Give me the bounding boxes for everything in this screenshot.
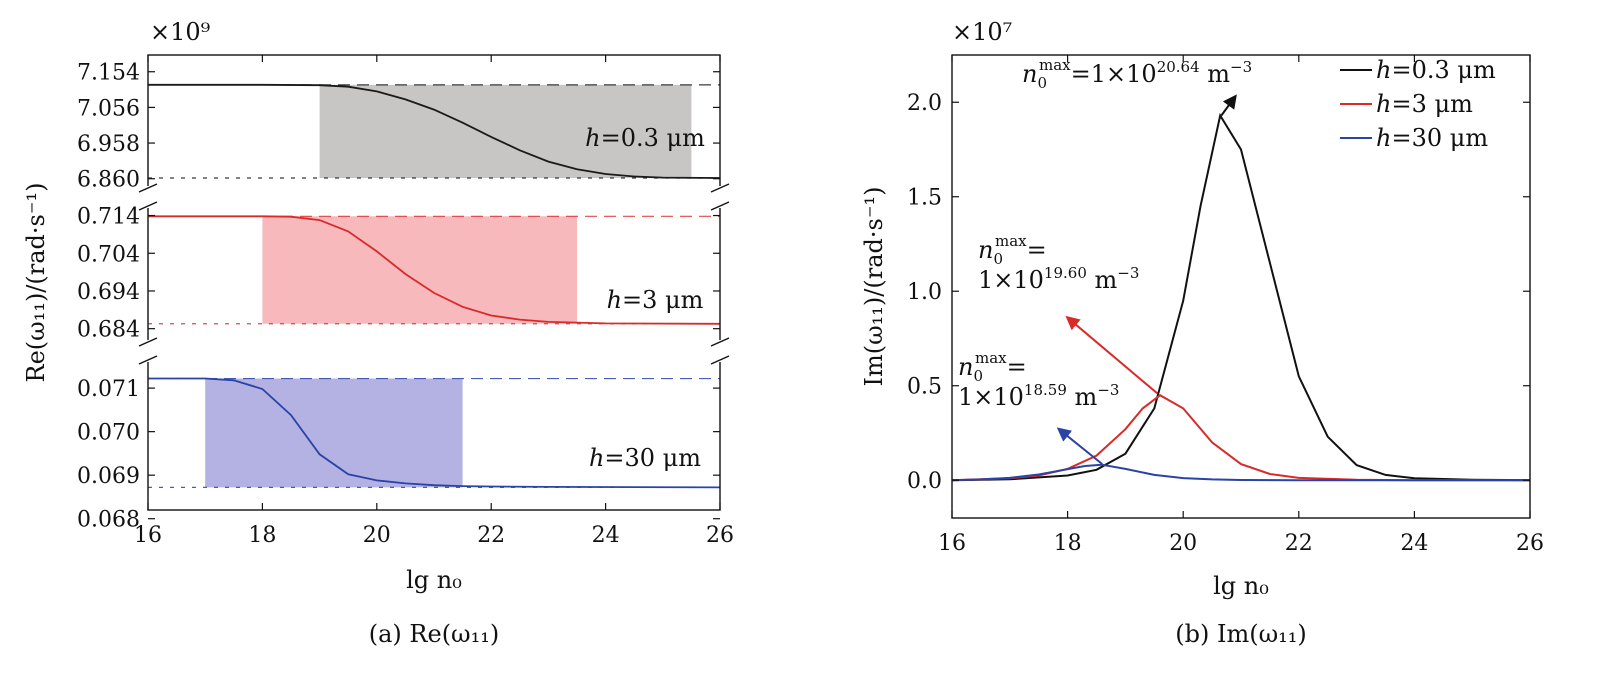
- series-line: [951, 463, 1530, 482]
- y-tick-label: 1.0: [907, 280, 942, 305]
- panel-label: h=30 μm: [589, 444, 701, 472]
- y-tick-label: 1.5: [907, 186, 942, 211]
- annotation-text: n0max=: [958, 349, 1027, 385]
- series-line: [148, 377, 721, 489]
- chart-b-caption: (b) Im(ω₁₁): [1175, 620, 1307, 648]
- series-line: [951, 394, 1530, 482]
- x-tick-label: 24: [1400, 531, 1428, 556]
- annotation-text-line2: 1×1019.60 m−3: [978, 264, 1139, 294]
- y-tick-label: 0.684: [77, 318, 140, 343]
- x-tick-label: 20: [363, 523, 391, 548]
- y-tick-label: 0.714: [77, 205, 140, 230]
- x-tick-label: 26: [706, 523, 734, 548]
- chart-b-multiplier: ×10⁷: [952, 18, 1012, 46]
- annotation-text-line2: 1×1018.59 m−3: [958, 381, 1119, 411]
- x-tick-label: 18: [1054, 531, 1082, 556]
- y-tick-label: 6.958: [77, 132, 140, 157]
- panel-label: h=3 μm: [607, 286, 704, 314]
- break-slash: [710, 183, 730, 193]
- series-line: [148, 83, 721, 179]
- y-tick-label: 0.071: [77, 377, 140, 402]
- y-tick-label: 6.860: [77, 168, 140, 193]
- y-tick-label: 7.056: [77, 96, 140, 121]
- series-line: [951, 112, 1531, 482]
- break-slash: [710, 201, 730, 211]
- panel-label: h=0.3 μm: [585, 124, 705, 152]
- break-slash: [138, 355, 158, 365]
- chart-b-legend: h=0.3 μm h=3 μm h=30 μm: [1340, 56, 1496, 152]
- shaded-range: [319, 84, 692, 178]
- x-tick-label: 22: [1285, 531, 1313, 556]
- chart-b-frame: [951, 54, 1531, 519]
- chart-b-y-axis-label: Im(ω₁₁)/(rad·s⁻¹): [860, 187, 888, 387]
- annotation-text: n0max=1×1020.64 m−3: [1022, 56, 1252, 92]
- shaded-range: [262, 216, 577, 324]
- y-tick-label: 0.069: [77, 464, 140, 489]
- break-gap: [717, 186, 723, 208]
- chart-a-y-axis-label: Re(ω₁₁)/(rad·s⁻¹): [22, 182, 50, 382]
- chart-b-x-axis-label: lg n₀: [1213, 572, 1269, 600]
- break-slash: [138, 201, 158, 211]
- x-tick-label: 16: [938, 531, 966, 556]
- x-tick-label: 20: [1169, 531, 1197, 556]
- chart-a-x-axis-label: lg n₀: [406, 566, 462, 594]
- y-tick-label: 0.070: [77, 421, 140, 446]
- x-tick-label: 26: [1516, 531, 1544, 556]
- annotation-text: n0max=: [978, 232, 1047, 268]
- y-tick-label: 0.5: [907, 375, 942, 400]
- chart-a-panel-1: 7.154 7.056 6.958 6.860 h=0.3 μm: [77, 61, 721, 193]
- chart-a-caption: (a) Re(ω₁₁): [369, 620, 499, 648]
- y-tick-label: 0.704: [77, 242, 140, 267]
- x-tick-label: 24: [592, 523, 620, 548]
- axis-break-marks: [138, 183, 730, 365]
- break-gap: [145, 186, 151, 208]
- chart-a-multiplier: ×10⁹: [150, 18, 211, 46]
- break-slash: [710, 337, 730, 347]
- break-slash: [138, 337, 158, 347]
- chart-b: 16 18 20 22 24 26 0.0 0.5 1.0 1.5 2.0 n0max=1×102…: [860, 18, 1544, 648]
- break-gap: [145, 340, 151, 362]
- chart-a-frame: [147, 54, 721, 511]
- legend-label: h=0.3 μm: [1376, 56, 1496, 84]
- annotation-arrow: [1056, 427, 1103, 465]
- break-slash: [710, 355, 730, 365]
- annotation-arrow: [1065, 315, 1158, 395]
- x-tick-label: 22: [477, 523, 505, 548]
- x-tick-label: 16: [134, 523, 162, 548]
- legend-label: h=3 μm: [1376, 90, 1473, 118]
- chart-a-panel-2: 0.714 0.704 0.694 0.684 h=3 μm: [77, 205, 721, 343]
- y-tick-label: 2.0: [907, 91, 942, 116]
- chart-a-panel-3: 0.071 0.070 0.069 0.068 h=30 μm: [77, 377, 721, 533]
- break-gap: [717, 340, 723, 362]
- legend-label: h=30 μm: [1376, 124, 1488, 152]
- x-tick-label: 18: [248, 523, 276, 548]
- y-tick-label: 7.154: [77, 61, 140, 86]
- y-tick-label: 0.0: [907, 469, 942, 494]
- y-tick-label: 0.694: [77, 280, 140, 305]
- series-line: [148, 215, 721, 325]
- y-tick-label: 0.068: [77, 508, 140, 533]
- break-slash: [138, 183, 158, 193]
- shaded-range: [205, 378, 463, 488]
- annotation-arrow: [1220, 94, 1237, 117]
